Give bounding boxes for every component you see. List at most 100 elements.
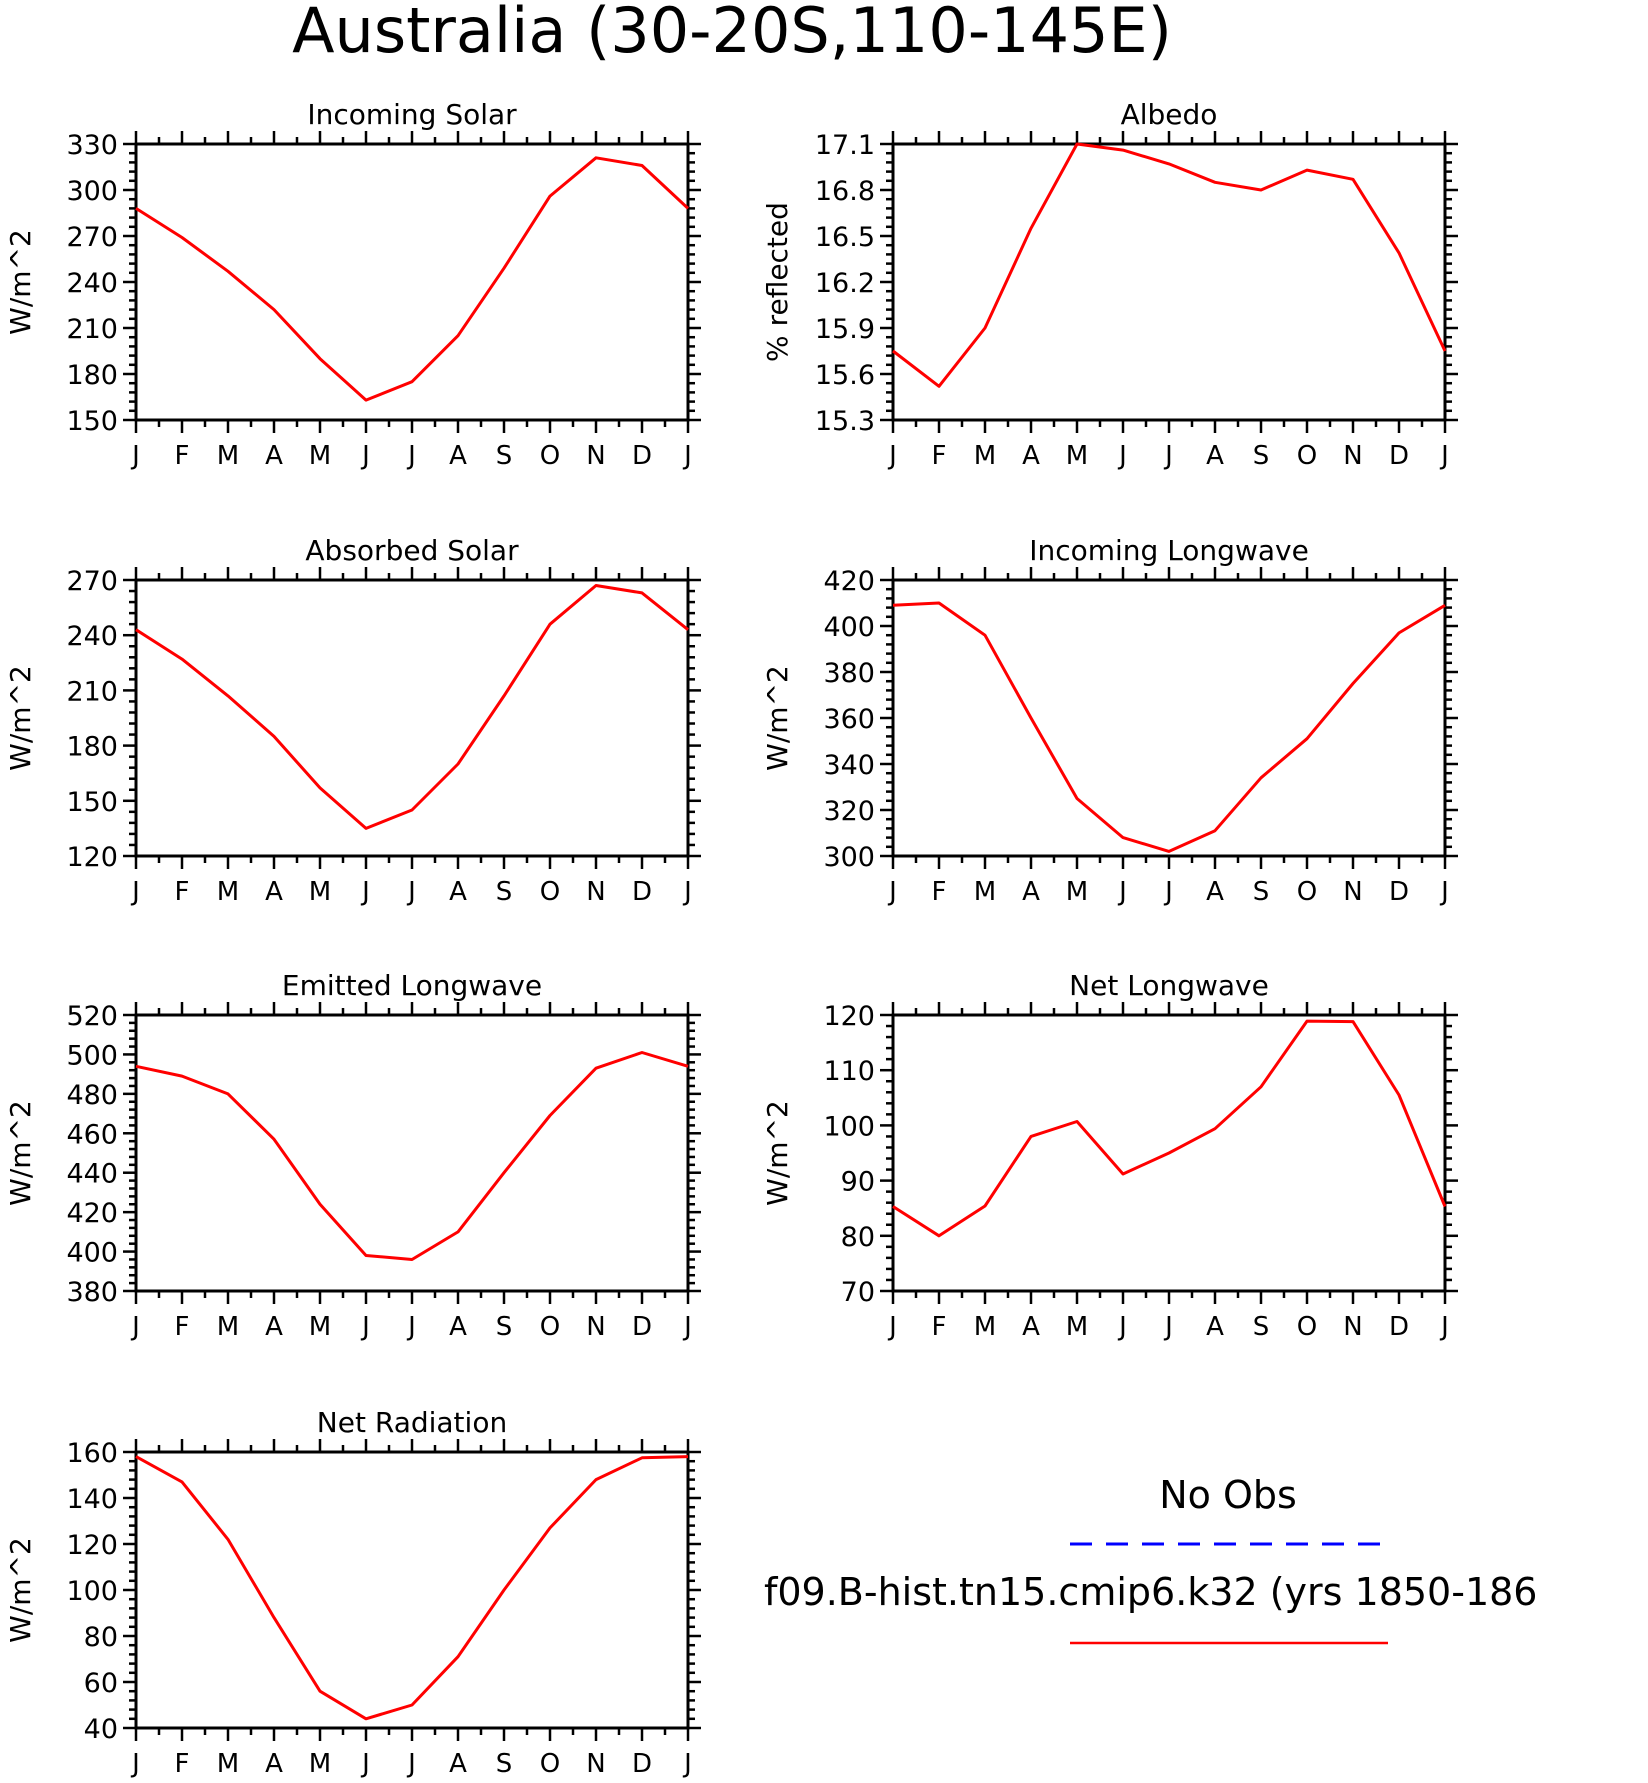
x-tick-label: A	[1206, 877, 1224, 907]
plot-frame	[134, 142, 690, 422]
y-tick-label: 80	[84, 1622, 118, 1653]
x-tick-label: N	[586, 1749, 605, 1779]
y-axis-label: W/m^2	[761, 665, 794, 771]
y-tick-label: 210	[66, 676, 118, 707]
y-tick-label: 120	[66, 1530, 118, 1561]
x-tick-label: O	[1297, 877, 1317, 907]
plot-frame	[134, 1013, 690, 1293]
panel-3: J F M A M J J A S O N D J120150180210240270W/m^2Abso…	[4, 534, 701, 907]
x-tick-label: M	[974, 877, 996, 907]
x-tick-label: S	[496, 441, 513, 471]
x-tick-label: A	[1022, 441, 1040, 471]
y-tick-label: 380	[823, 658, 875, 689]
x-tick-label: F	[932, 441, 947, 471]
x-tick-label: J	[360, 1749, 370, 1779]
y-tick-label: 40	[84, 1714, 118, 1745]
x-tick-label: J	[1439, 441, 1449, 471]
x-tick-label: J	[360, 441, 370, 471]
x-tick-label: J	[1439, 1312, 1449, 1342]
y-axis-label: W/m^2	[4, 1537, 37, 1643]
x-tick-label: J	[130, 1312, 140, 1342]
x-tick-label: S	[496, 1312, 513, 1342]
x-tick-label: M	[217, 877, 239, 907]
series-line	[135, 156, 690, 402]
x-tick-label: A	[449, 877, 467, 907]
x-tick-label: N	[1343, 1312, 1362, 1342]
y-tick-label: 160	[66, 1438, 118, 1469]
x-tick-label: A	[265, 1312, 283, 1342]
x-tick-label: F	[175, 441, 190, 471]
x-tick-label: J	[1117, 441, 1127, 471]
x-tick-label: J	[1439, 877, 1449, 907]
y-tick-label: 400	[823, 612, 875, 643]
x-tick-label: J	[887, 1312, 897, 1342]
y-tick-label: 150	[66, 787, 118, 818]
y-tick-label: 300	[823, 842, 875, 873]
x-tick-label: N	[586, 877, 605, 907]
panel-title: Incoming Longwave	[1029, 534, 1309, 567]
x-tick-label: D	[1389, 1312, 1409, 1342]
x-tick-label: J	[406, 441, 416, 471]
legend-model-label: f09.B-hist.tn15.cmip6.k32 (yrs 1850-186	[764, 1570, 1537, 1614]
x-tick-label: O	[540, 1312, 560, 1342]
y-tick-label: 520	[66, 1001, 118, 1032]
y-tick-label: 100	[66, 1576, 118, 1607]
x-tick-label: F	[175, 877, 190, 907]
x-tick-label: N	[586, 441, 605, 471]
x-tick-label: M	[1066, 1312, 1088, 1342]
y-tick-label: 480	[66, 1080, 118, 1111]
x-tick-label: J	[887, 877, 897, 907]
x-tick-label: D	[632, 1312, 652, 1342]
y-tick-label: 360	[823, 704, 875, 735]
panels: J F M A M J J A S O N D J150180210240270300330W/m^2I…	[4, 98, 1458, 1779]
y-tick-label: 150	[66, 406, 118, 437]
y-tick-label: 460	[66, 1119, 118, 1150]
y-tick-label: 330	[66, 130, 118, 161]
x-tick-label: O	[1297, 441, 1317, 471]
x-tick-label: D	[1389, 877, 1409, 907]
panel-2: J F M A M J J A S O N D J15.315.615.916.216.516.817.…	[761, 98, 1458, 471]
y-tick-label: 180	[66, 360, 118, 391]
y-axis-label: W/m^2	[761, 1100, 794, 1206]
x-tick-label: A	[449, 1749, 467, 1779]
x-tick-label: A	[449, 1312, 467, 1342]
y-axis-label: % reflected	[761, 202, 794, 362]
x-tick-label: S	[1253, 877, 1270, 907]
x-tick-label: O	[540, 441, 560, 471]
x-tick-label: J	[130, 441, 140, 471]
x-tick-label: M	[309, 877, 331, 907]
x-tick-label: D	[632, 441, 652, 471]
legend: No Obs f09.B-hist.tn15.cmip6.k32 (yrs 18…	[764, 1473, 1537, 1645]
legend-obs-label: No Obs	[1159, 1473, 1297, 1517]
y-tick-label: 80	[841, 1222, 875, 1253]
x-tick-label: S	[1253, 1312, 1270, 1342]
x-tick-label: F	[175, 1749, 190, 1779]
y-tick-label: 16.8	[815, 176, 875, 207]
x-tick-label: J	[682, 441, 692, 471]
x-tick-label: F	[932, 877, 947, 907]
x-tick-label: M	[309, 1749, 331, 1779]
x-tick-label: A	[1206, 441, 1224, 471]
x-tick-label: J	[682, 1312, 692, 1342]
y-tick-label: 70	[841, 1277, 875, 1308]
x-tick-label: N	[1343, 877, 1362, 907]
plot-frame	[891, 578, 1447, 858]
y-tick-label: 16.5	[815, 222, 875, 253]
x-tick-label: O	[540, 877, 560, 907]
y-tick-label: 140	[66, 1484, 118, 1515]
y-tick-label: 270	[66, 566, 118, 597]
panel-1: J F M A M J J A S O N D J150180210240270300330W/m^2I…	[4, 98, 701, 471]
y-tick-label: 90	[841, 1167, 875, 1198]
x-tick-label: J	[1163, 1312, 1173, 1342]
y-tick-label: 60	[84, 1668, 118, 1699]
panel-title: Absorbed Solar	[305, 534, 519, 567]
x-tick-label: S	[1253, 441, 1270, 471]
plot-frame	[891, 142, 1447, 422]
y-tick-label: 420	[823, 566, 875, 597]
y-tick-label: 17.1	[815, 130, 875, 161]
panel-4: J F M A M J J A S O N D J300320340360380400420W/m^2I…	[761, 534, 1458, 907]
y-tick-label: 120	[823, 1001, 875, 1032]
y-tick-label: 420	[66, 1198, 118, 1229]
y-tick-label: 240	[66, 621, 118, 652]
panel-title: Incoming Solar	[307, 98, 517, 131]
